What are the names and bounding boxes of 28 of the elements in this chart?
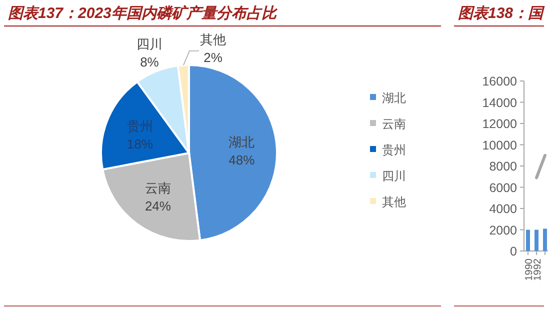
legend-label: 贵州 (382, 143, 406, 157)
legend-label: 湖北 (382, 91, 406, 105)
slice-label: 贵州 (126, 118, 153, 134)
x-tick-label: 1990 (524, 258, 535, 281)
chart-title: 图表137：2023年国内磷矿产量分布占比 (8, 4, 278, 22)
data-label: 8% (140, 54, 160, 70)
y-tick-label: 0 (510, 244, 518, 258)
legend-label: 其他 (382, 195, 406, 209)
y-tick-label: 16000 (482, 74, 518, 88)
chart-title: 图表138：国 (458, 5, 546, 22)
y-tick-label: 8000 (489, 160, 518, 174)
slice-label: 云南 (144, 180, 171, 196)
y-tick-label: 14000 (482, 96, 518, 110)
y-tick-label: 12000 (482, 117, 518, 131)
data-label: 18% (126, 136, 154, 152)
slice-label: 四川 (136, 36, 162, 52)
data-label: 48% (228, 152, 256, 168)
slice-label: 湖北 (228, 134, 255, 150)
legend-label: 四川 (382, 169, 406, 183)
legend-label: 云南 (382, 117, 406, 131)
y-tick-label: 4000 (489, 202, 518, 216)
y-tick-label: 10000 (482, 138, 518, 152)
slice-label: 其他 (200, 32, 226, 47)
y-tick-label: 2000 (489, 223, 518, 238)
x-tick-label: 1992 (532, 258, 544, 281)
data-label: 2% (204, 50, 223, 65)
y-tick-label: 6000 (489, 180, 518, 195)
data-label: 24% (144, 198, 172, 214)
